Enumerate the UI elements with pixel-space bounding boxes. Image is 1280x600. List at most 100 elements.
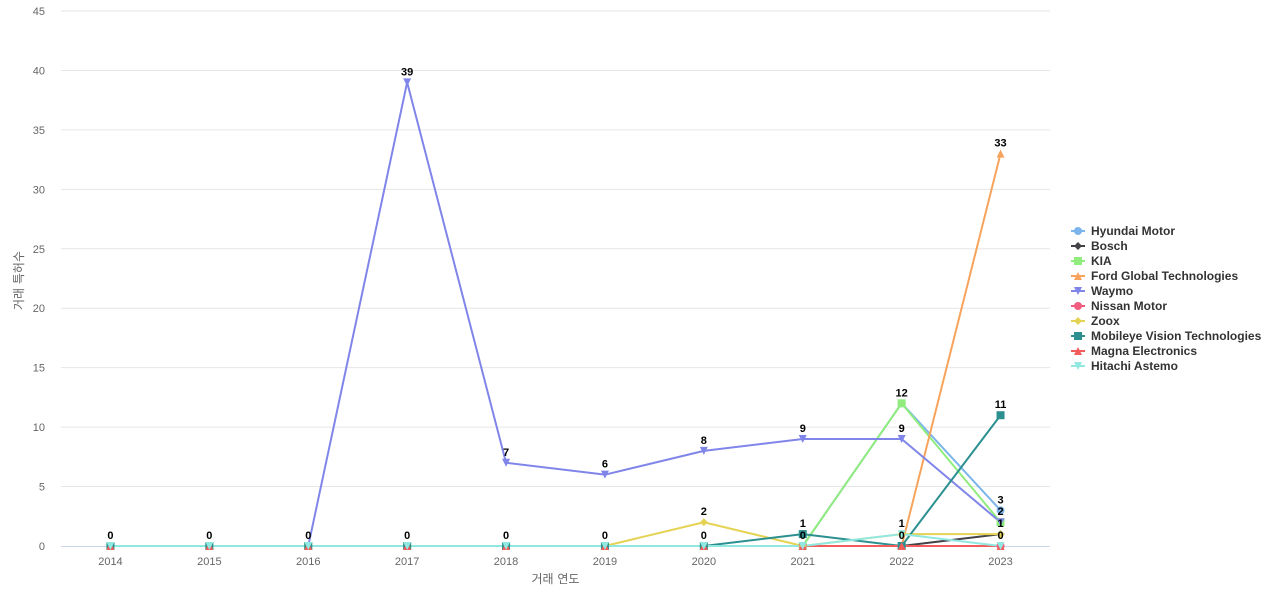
y-tick-label: 0	[39, 541, 45, 553]
legend-marker-ford-global-technologies	[1074, 272, 1082, 280]
legend-item-zoox[interactable]: Zoox	[1071, 314, 1120, 328]
data-label: 12	[896, 387, 908, 399]
data-label: 39	[401, 66, 413, 78]
legend-item-waymo[interactable]: Waymo	[1071, 284, 1133, 298]
data-label: 0	[997, 530, 1003, 542]
data-label: 3	[997, 494, 1003, 506]
series-line-kia	[109, 402, 1002, 547]
legend-marker-waymo	[1074, 287, 1082, 295]
legend-label-nissan-motor: Nissan Motor	[1091, 299, 1167, 313]
y-tick-label: 35	[33, 125, 45, 137]
data-point-hitachi-astemo	[996, 542, 1005, 550]
legend-item-mobileye-vision-technologies[interactable]: Mobileye Vision Technologies	[1071, 329, 1262, 343]
x-tick-label: 2015	[197, 556, 221, 568]
data-label: 0	[503, 530, 509, 542]
legend-item-bosch[interactable]: Bosch	[1071, 239, 1128, 253]
data-point-hitachi-astemo	[798, 542, 807, 550]
data-point-hitachi-astemo	[106, 542, 115, 550]
legend-label-magna-electronics: Magna Electronics	[1091, 344, 1197, 358]
legend-marker-hitachi-astemo	[1074, 362, 1082, 370]
legend-label-waymo: Waymo	[1091, 284, 1133, 298]
x-tick-label: 2018	[494, 556, 518, 568]
y-tick-label: 25	[33, 244, 45, 256]
data-point-zoox	[996, 530, 1005, 539]
data-label: 0	[305, 530, 311, 542]
data-point-ford-global-technologies	[996, 149, 1005, 158]
data-point-hitachi-astemo	[699, 542, 708, 550]
data-label: 1	[997, 518, 1003, 530]
y-tick-label: 40	[33, 65, 45, 77]
x-tick-label: 2019	[593, 556, 617, 568]
data-point-waymo	[699, 446, 708, 455]
data-label: 0	[206, 530, 212, 542]
data-point-hitachi-astemo	[304, 542, 313, 550]
data-label: 11	[995, 399, 1007, 411]
legend-marker-mobileye-vision-technologies	[1074, 332, 1082, 340]
legend-label-mobileye-vision-technologies: Mobileye Vision Technologies	[1091, 329, 1262, 343]
data-point-waymo	[996, 518, 1005, 527]
legend-marker-zoox	[1074, 317, 1082, 325]
data-point-hitachi-astemo	[897, 530, 906, 539]
data-label: 8	[701, 435, 707, 447]
legend-marker-bosch	[1074, 242, 1082, 250]
series-line-hitachi-astemo	[109, 533, 1002, 547]
legend-item-hitachi-astemo[interactable]: Hitachi Astemo	[1071, 359, 1178, 373]
data-label: 33	[994, 138, 1006, 150]
series-line-bosch	[109, 533, 1002, 547]
data-label: 7	[503, 447, 509, 459]
data-point-waymo	[600, 470, 609, 479]
data-point-magna-electronics	[897, 542, 906, 550]
data-point-waymo	[502, 458, 511, 467]
x-tick-label: 2016	[296, 556, 320, 568]
x-tick-label: 2017	[395, 556, 419, 568]
data-label: 2	[701, 506, 707, 518]
data-point-waymo	[897, 435, 906, 443]
data-point-hitachi-astemo	[403, 542, 412, 550]
series-markers	[106, 78, 1005, 550]
data-label: 1	[800, 518, 806, 530]
data-point-waymo	[403, 78, 412, 87]
data-point-hitachi-astemo	[600, 542, 609, 550]
x-tick-label: 2014	[98, 556, 122, 568]
data-point-hitachi-astemo	[205, 542, 214, 550]
data-label: 9	[899, 423, 905, 435]
legend-marker-hyundai-motor	[1074, 227, 1082, 235]
data-label: 9	[800, 423, 806, 435]
data-label: 6	[602, 459, 608, 471]
series-line-hyundai-motor	[109, 402, 1002, 547]
y-tick-label: 5	[39, 482, 45, 494]
x-tick-label: 2022	[889, 556, 913, 568]
data-label: 0	[701, 530, 707, 542]
data-label: 2	[997, 506, 1003, 518]
legend-item-nissan-motor[interactable]: Nissan Motor	[1071, 299, 1167, 313]
x-axis-ticks: 2014 2015 2016 2017 2018 2019 2020 2021 2022 2023	[98, 556, 1013, 568]
y-tick-label: 45	[33, 6, 45, 18]
legend-label-kia: KIA	[1091, 254, 1112, 268]
y-tick-label: 10	[33, 422, 45, 434]
legend-item-hyundai-motor[interactable]: Hyundai Motor	[1071, 224, 1175, 238]
data-label: 0	[800, 530, 806, 542]
grid-lines	[61, 10, 1050, 488]
x-tick-label: 2023	[988, 556, 1012, 568]
legend-label-hyundai-motor: Hyundai Motor	[1091, 224, 1175, 238]
series-line-mobileye-vision-technologies	[109, 414, 1002, 547]
legend-item-magna-electronics[interactable]: Magna Electronics	[1071, 344, 1197, 358]
legend-marker-nissan-motor	[1074, 302, 1082, 310]
series-line-ford-global-technologies	[109, 152, 1002, 547]
y-tick-label: 30	[33, 184, 45, 196]
data-label: 0	[107, 530, 113, 542]
x-tick-label: 2021	[791, 556, 815, 568]
legend-label-bosch: Bosch	[1091, 239, 1128, 253]
legend-item-kia[interactable]: KIA	[1071, 254, 1112, 268]
data-label: 0	[404, 530, 410, 542]
data-point-kia	[897, 399, 906, 408]
data-point-waymo	[798, 435, 807, 443]
data-point-zoox	[699, 518, 708, 527]
legend-marker-kia	[1074, 257, 1082, 265]
legend-item-ford-global-technologies[interactable]: Ford Global Technologies	[1071, 269, 1238, 283]
y-tick-label: 15	[33, 363, 45, 375]
data-point-hitachi-astemo	[502, 542, 511, 550]
